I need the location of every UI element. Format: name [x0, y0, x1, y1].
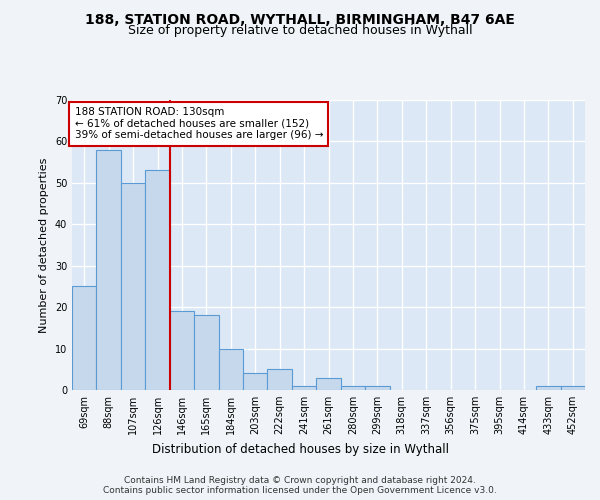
Bar [194, 316, 218, 390]
Text: Contains HM Land Registry data © Crown copyright and database right 2024.
Contai: Contains HM Land Registry data © Crown c… [103, 476, 497, 495]
Text: Distribution of detached houses by size in Wythall: Distribution of detached houses by size … [151, 442, 449, 456]
Bar [218, 348, 243, 390]
Bar [316, 378, 341, 390]
Bar [268, 370, 292, 390]
Bar [170, 312, 194, 390]
Bar [560, 386, 585, 390]
Bar [243, 374, 268, 390]
Bar [536, 386, 560, 390]
Bar [292, 386, 316, 390]
Text: Size of property relative to detached houses in Wythall: Size of property relative to detached ho… [128, 24, 472, 37]
Bar [145, 170, 170, 390]
Bar [365, 386, 389, 390]
Bar [341, 386, 365, 390]
Bar [72, 286, 97, 390]
Text: 188, STATION ROAD, WYTHALL, BIRMINGHAM, B47 6AE: 188, STATION ROAD, WYTHALL, BIRMINGHAM, … [85, 12, 515, 26]
Bar [97, 150, 121, 390]
Text: 188 STATION ROAD: 130sqm
← 61% of detached houses are smaller (152)
39% of semi-: 188 STATION ROAD: 130sqm ← 61% of detach… [74, 108, 323, 140]
Bar [121, 183, 145, 390]
Y-axis label: Number of detached properties: Number of detached properties [39, 158, 49, 332]
